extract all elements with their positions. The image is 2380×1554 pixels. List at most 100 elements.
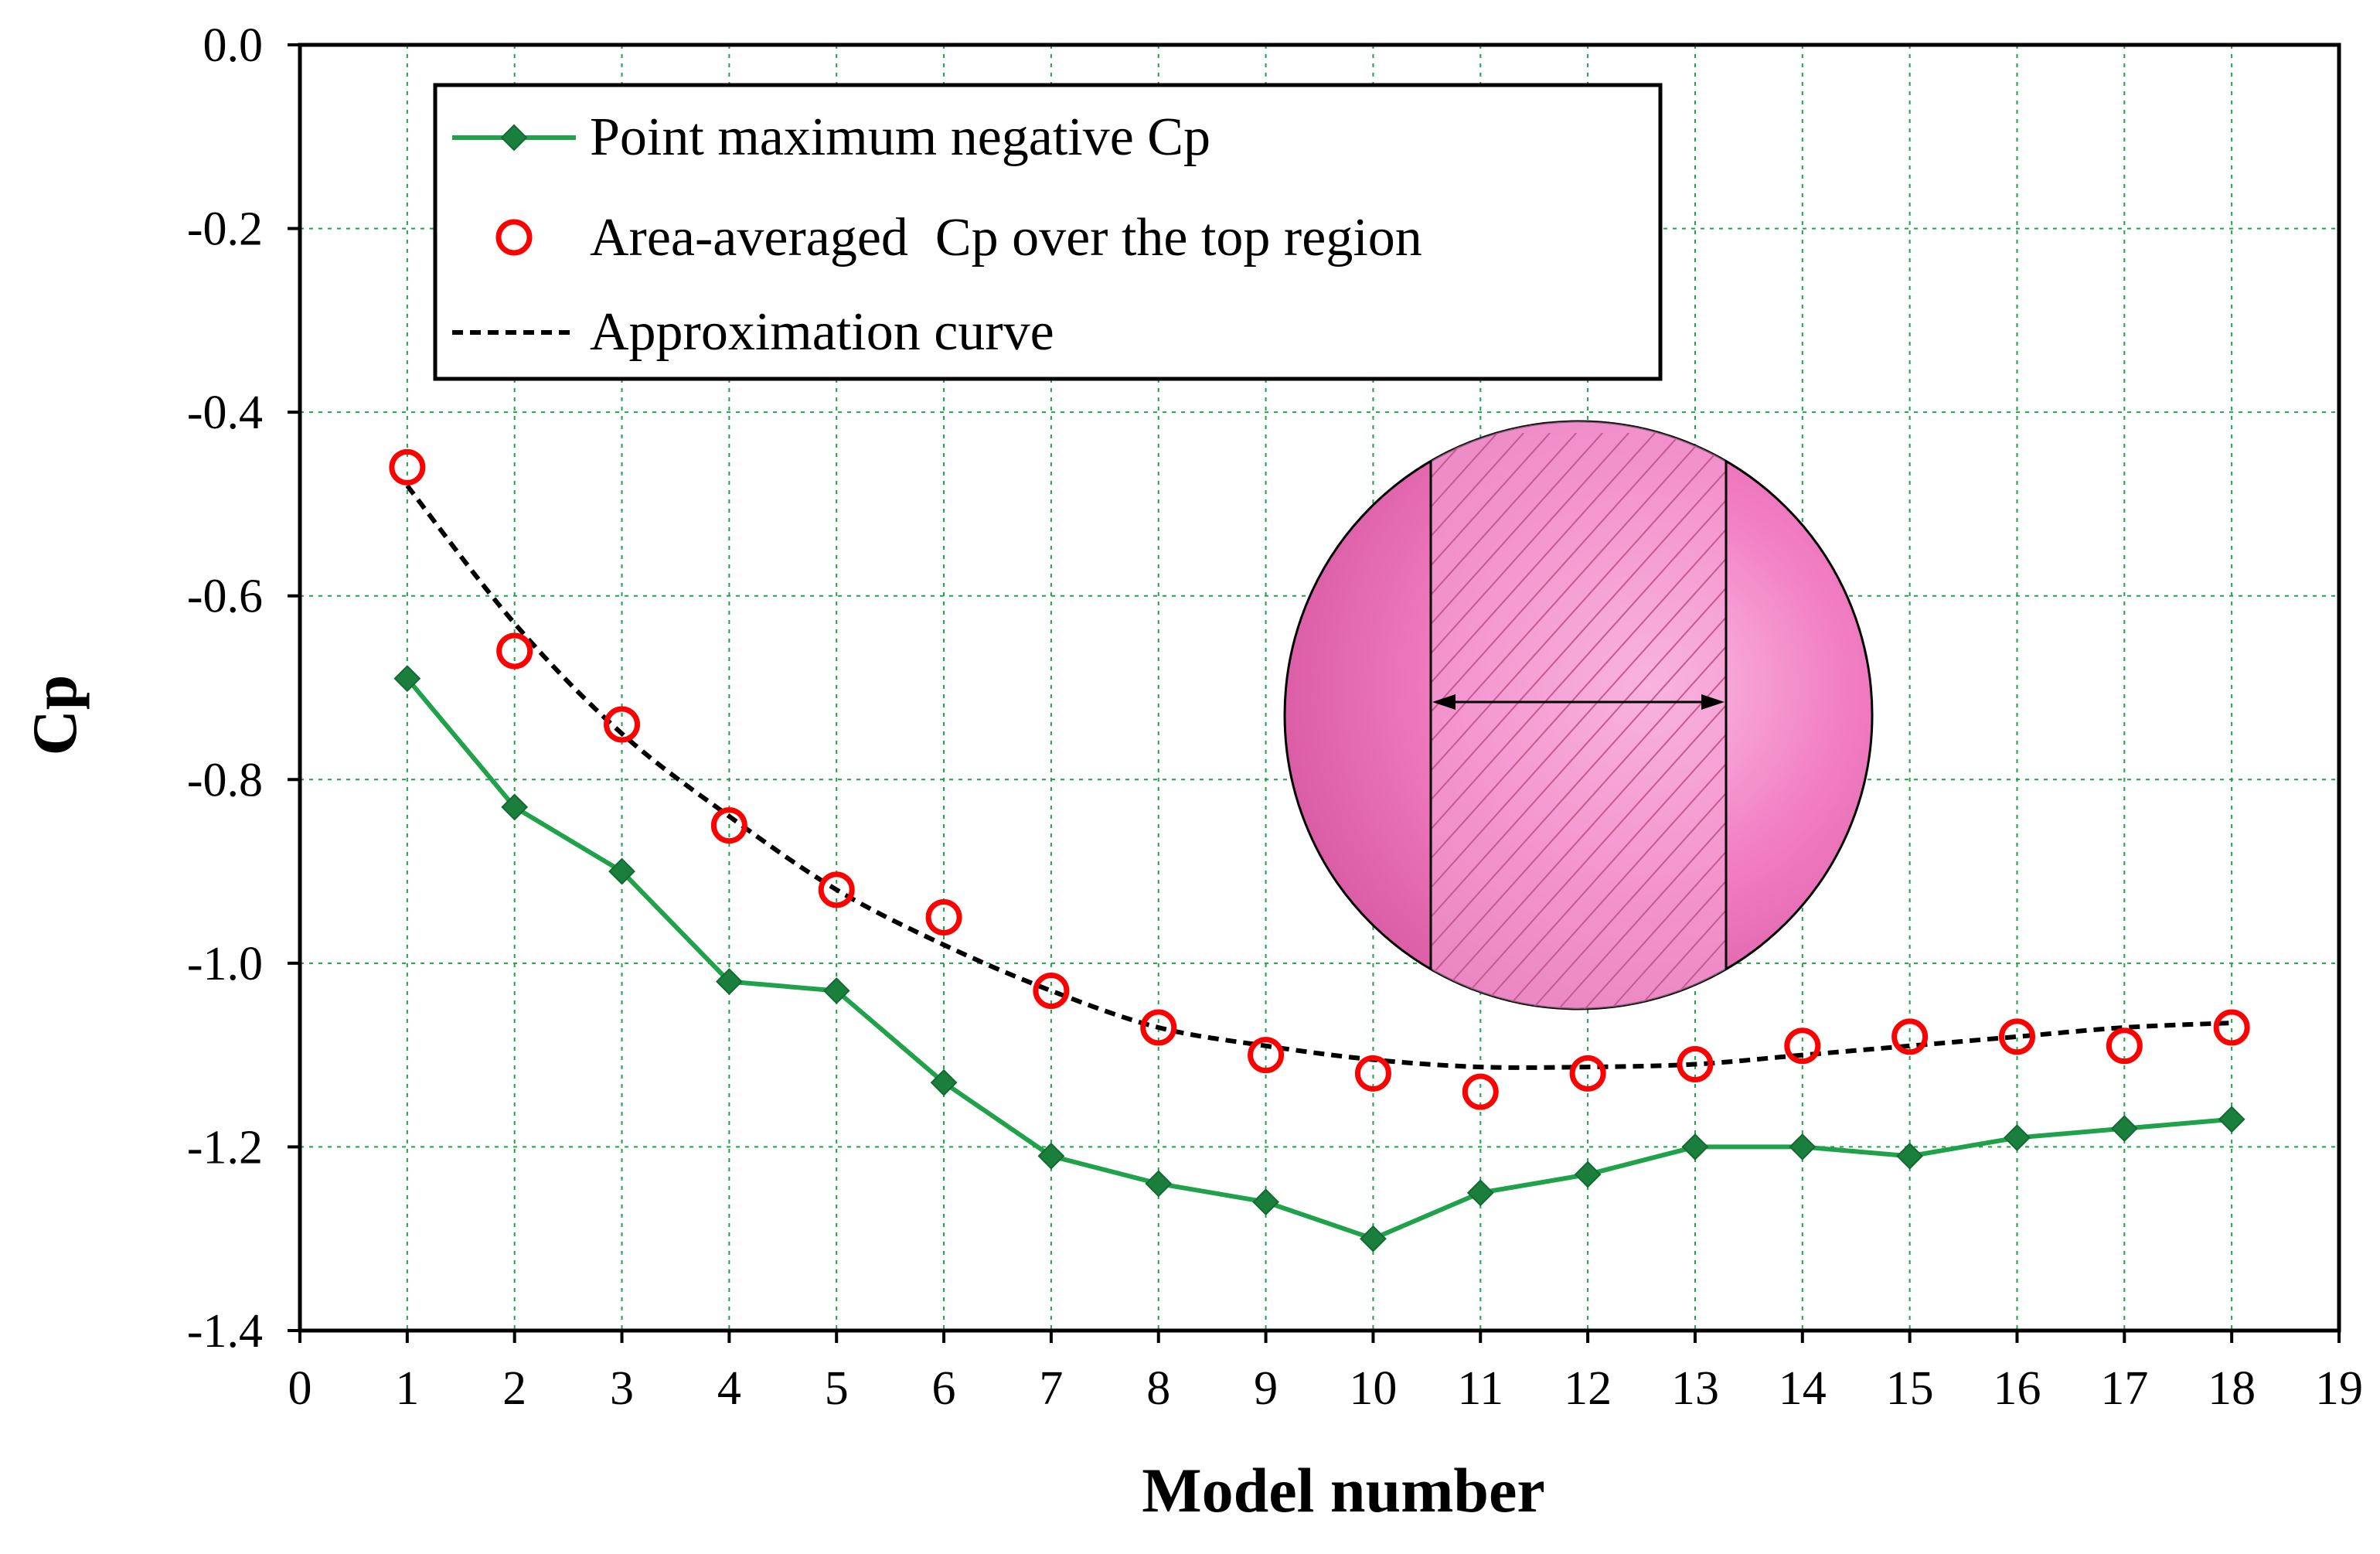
hatch-line [1442, 433, 1726, 1009]
area-averaged-marker [1248, 1037, 1285, 1074]
top-region-hatching [1431, 433, 1726, 1009]
area-averaged-marker [1569, 1055, 1606, 1092]
x-tick-label: 3 [610, 1362, 634, 1415]
width-dimension-arrow [1432, 694, 1725, 710]
point-max-marker [1145, 1170, 1173, 1198]
legend-label-point-max: Point maximum negative Cp [590, 107, 1210, 167]
point-max-marker [1681, 1133, 1709, 1160]
x-tick-label: 14 [1779, 1362, 1827, 1415]
point-max-marker [1896, 1142, 1924, 1170]
area-averaged-marker [1891, 1018, 1929, 1055]
legend-entry-point-max: Point maximum negative Cp [452, 107, 1210, 167]
area-averaged-marker [818, 871, 855, 908]
legend-diamond-marker [500, 124, 528, 152]
point-max-marker [2110, 1115, 2138, 1143]
point-max-marker [393, 665, 421, 693]
hatch-line [1431, 433, 1696, 1009]
point-max-marker [1037, 1142, 1065, 1170]
hatch-line [1626, 433, 1726, 1009]
hatch-line [1431, 433, 1591, 1009]
y-tick-label: -1.0 [187, 938, 263, 990]
area-averaged-marker [1354, 1055, 1391, 1092]
point-max-marker [822, 977, 850, 1004]
y-tick-label: -1.2 [187, 1121, 263, 1174]
legend-box [433, 83, 1663, 381]
point-max-marker [715, 968, 743, 996]
hatch-line [1431, 433, 1722, 1009]
y-tick-label: -0.8 [187, 754, 263, 806]
x-tick-label: 16 [1993, 1362, 2041, 1415]
hatch-line [1431, 433, 1726, 1009]
area-averaged-marker [604, 706, 641, 743]
area-averaged-marker [1140, 1009, 1177, 1046]
point-max-marker [608, 857, 635, 885]
inset-sphere-illustration [1283, 420, 1874, 1010]
y-axis-title: Cp [19, 675, 90, 756]
series-point-max-line [405, 676, 2232, 1242]
x-tick-label: 12 [1564, 1362, 1612, 1415]
point-max-marker [1574, 1160, 1602, 1188]
hatch-line [1431, 433, 1538, 1009]
point-max-marker [2218, 1106, 2246, 1133]
legend-label-approximation: Approximation curve [590, 302, 1054, 362]
series-approximation-curve [405, 484, 2232, 1070]
point-max-marker [1789, 1133, 1816, 1160]
area-averaged-marker [2106, 1027, 2143, 1065]
x-tick-label: 18 [2208, 1362, 2256, 1415]
point-max-marker [2004, 1124, 2031, 1151]
hatch-line [1431, 433, 1726, 1009]
x-tick-label: 11 [1457, 1362, 1503, 1415]
area-averaged-marker [925, 898, 962, 935]
area-averaged-marker [1033, 972, 1070, 1009]
hatch-line [1431, 433, 1670, 1009]
plot-frame [298, 43, 2341, 1333]
hatch-line [1469, 433, 1726, 1009]
hatch-line [1548, 433, 1726, 1009]
legend-entry-area-averaged: Area-averaged Cp over the top region [495, 208, 1422, 268]
area-averaged-marker [1998, 1018, 2035, 1055]
point-max-marker [1252, 1188, 1279, 1216]
hatch-line [1431, 433, 1565, 1009]
hatch-line [1431, 433, 1726, 1009]
x-tick-label: 13 [1671, 1362, 1719, 1415]
y-tick-label: -0.2 [187, 203, 263, 256]
legend-circle-marker [495, 219, 533, 256]
point-max-marker [1466, 1179, 1494, 1207]
point-max-marker [501, 793, 529, 821]
x-tick-label: 2 [502, 1362, 526, 1415]
hatch-line [1431, 433, 1726, 1009]
y-tick-label: -0.6 [187, 571, 263, 623]
axis-ticks: 0 1 2 3 4 5 6 7 8 9 10 11 12 13 14 15 16 17 18 190.0-0.2-0.… [187, 19, 2363, 1415]
x-tick-label: 1 [395, 1362, 419, 1415]
x-tick-label: 8 [1146, 1362, 1170, 1415]
hatch-line [1431, 433, 1726, 1009]
hatch-line [1431, 433, 1643, 1009]
area-averaged-marker [1784, 1027, 1821, 1065]
hatch-line [1431, 433, 1617, 1009]
hatch-line [1521, 433, 1726, 1009]
legend: Point maximum negative Cp Area-averaged … [433, 83, 1663, 381]
x-axis-title: Model number [1142, 1455, 1545, 1525]
hatch-line [1495, 433, 1726, 1009]
area-averaged-marker [710, 807, 747, 844]
y-tick-label: 0.0 [203, 19, 264, 72]
area-averaged-marker [496, 632, 533, 670]
x-tick-label: 17 [2100, 1362, 2148, 1415]
series-layer [389, 448, 2250, 1252]
legend-label-area-averaged: Area-averaged Cp over the top region [590, 208, 1422, 268]
x-tick-label: 5 [825, 1362, 849, 1415]
hatch-line [1600, 433, 1726, 1009]
hatch-line [1431, 433, 1726, 1009]
hatch-line [1431, 433, 1726, 1009]
area-averaged-marker [2213, 1009, 2250, 1046]
area-averaged-marker [389, 448, 426, 486]
x-tick-label: 19 [2315, 1362, 2363, 1415]
hatch-line [1574, 433, 1726, 1009]
y-tick-label: -0.4 [187, 387, 263, 439]
hatch-line [1431, 433, 1726, 1009]
point-max-marker [1360, 1225, 1387, 1252]
hatch-line [1431, 433, 1726, 1009]
x-tick-label: 0 [288, 1362, 312, 1415]
point-max-marker [930, 1068, 958, 1096]
